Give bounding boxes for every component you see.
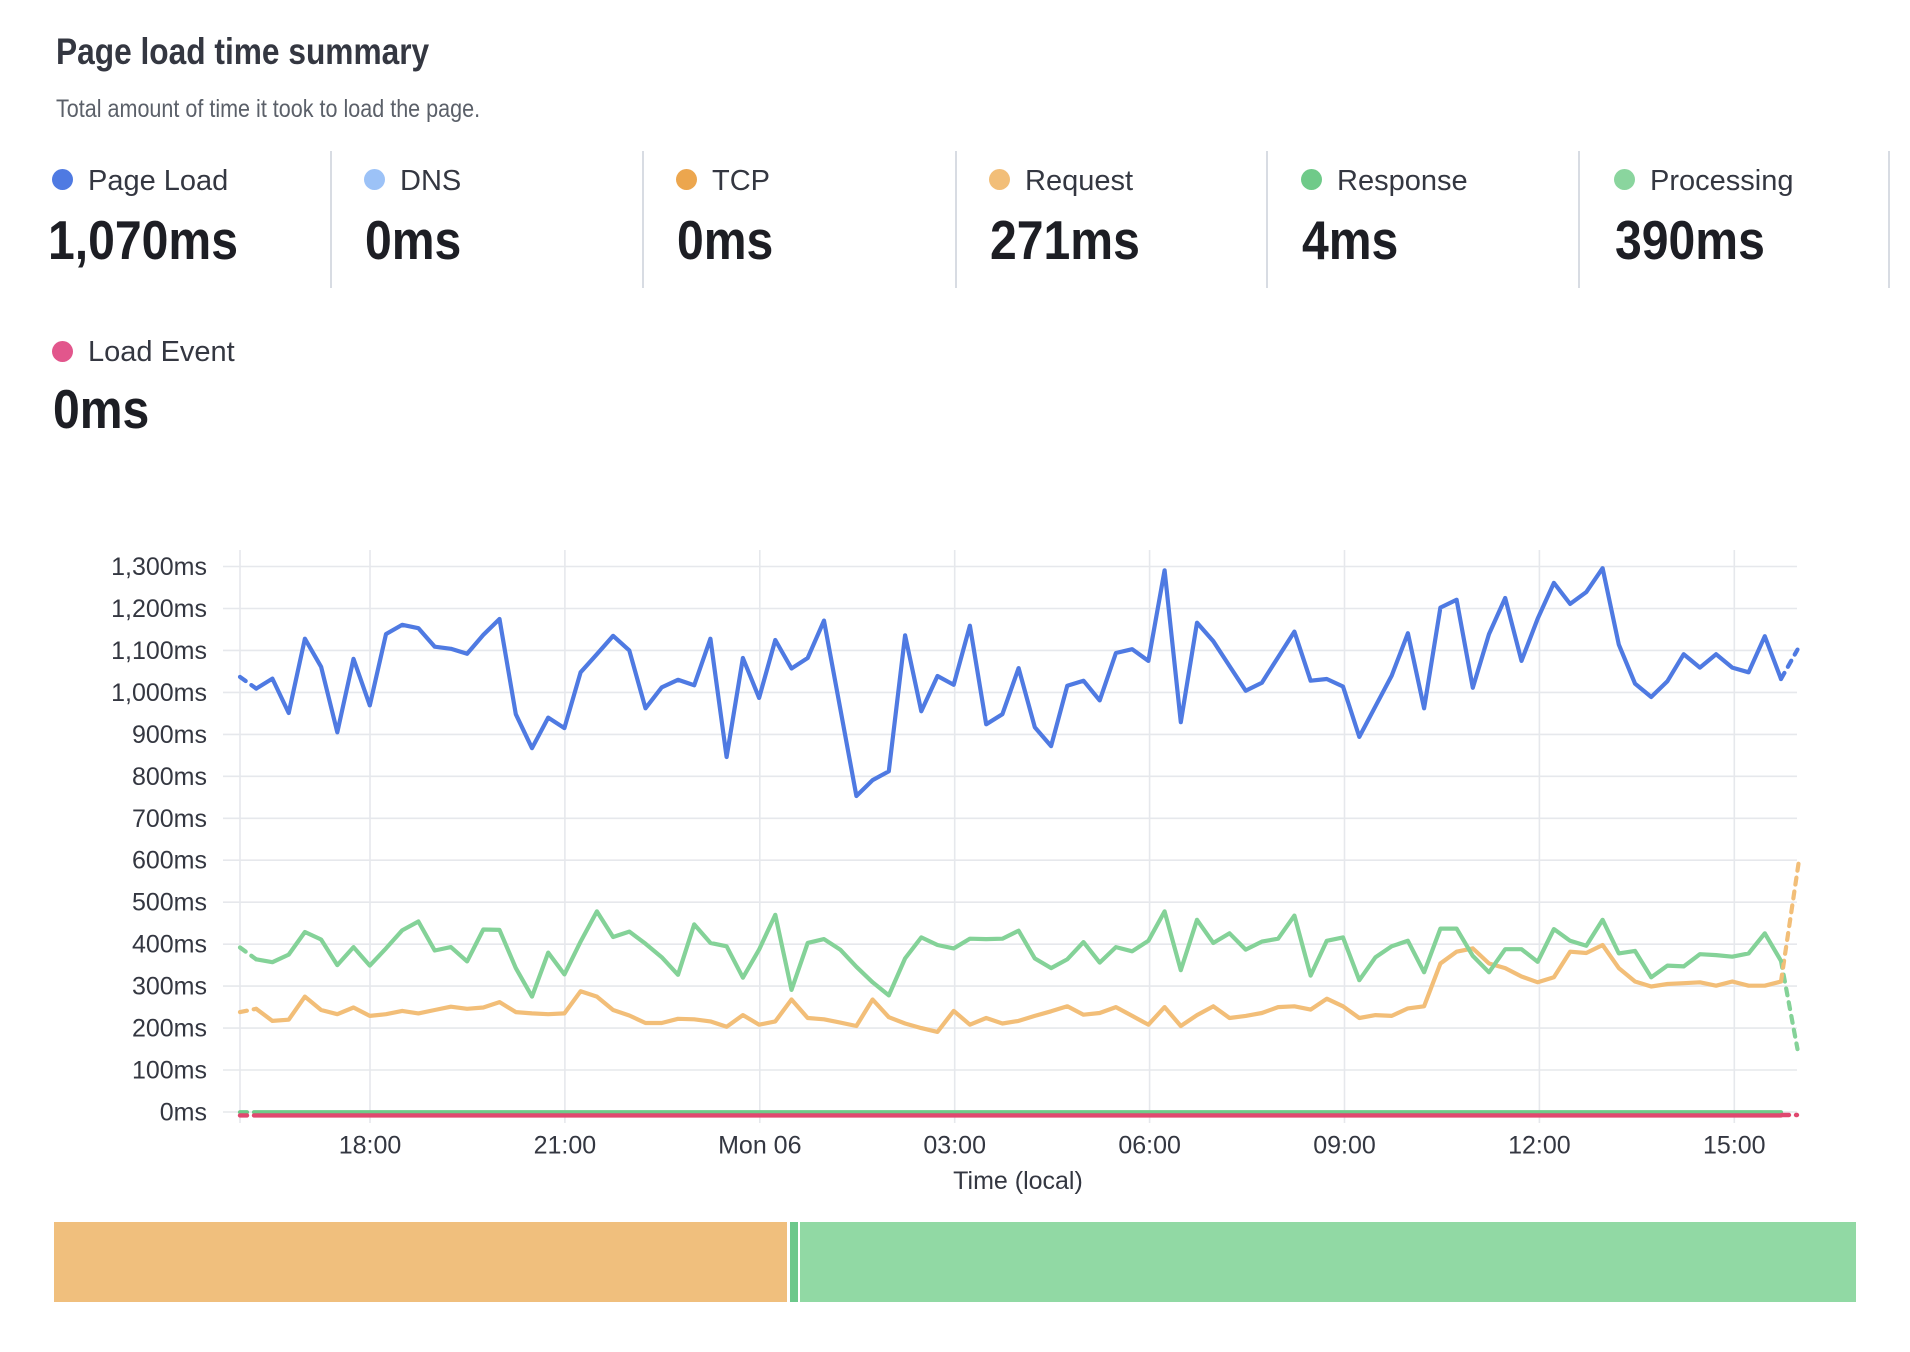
- svg-text:500ms: 500ms: [132, 889, 207, 917]
- svg-text:15:00: 15:00: [1703, 1132, 1766, 1160]
- svg-text:Time (local): Time (local): [953, 1167, 1083, 1195]
- svg-text:Mon 06: Mon 06: [718, 1132, 801, 1160]
- svg-text:03:00: 03:00: [923, 1132, 986, 1160]
- svg-text:100ms: 100ms: [132, 1057, 207, 1085]
- svg-text:21:00: 21:00: [534, 1132, 597, 1160]
- svg-text:12:00: 12:00: [1508, 1132, 1571, 1160]
- svg-text:18:00: 18:00: [339, 1132, 402, 1160]
- svg-text:1,200ms: 1,200ms: [111, 595, 207, 623]
- svg-text:06:00: 06:00: [1118, 1132, 1181, 1160]
- svg-text:1,300ms: 1,300ms: [111, 553, 207, 581]
- svg-text:0ms: 0ms: [160, 1099, 207, 1127]
- svg-text:600ms: 600ms: [132, 847, 207, 875]
- svg-text:200ms: 200ms: [132, 1015, 207, 1043]
- svg-text:800ms: 800ms: [132, 763, 207, 791]
- svg-text:400ms: 400ms: [132, 931, 207, 959]
- svg-text:300ms: 300ms: [132, 973, 207, 1001]
- svg-text:09:00: 09:00: [1313, 1132, 1376, 1160]
- svg-text:1,000ms: 1,000ms: [111, 679, 207, 707]
- svg-text:900ms: 900ms: [132, 721, 207, 749]
- svg-text:700ms: 700ms: [132, 805, 207, 833]
- svg-text:1,100ms: 1,100ms: [111, 637, 207, 665]
